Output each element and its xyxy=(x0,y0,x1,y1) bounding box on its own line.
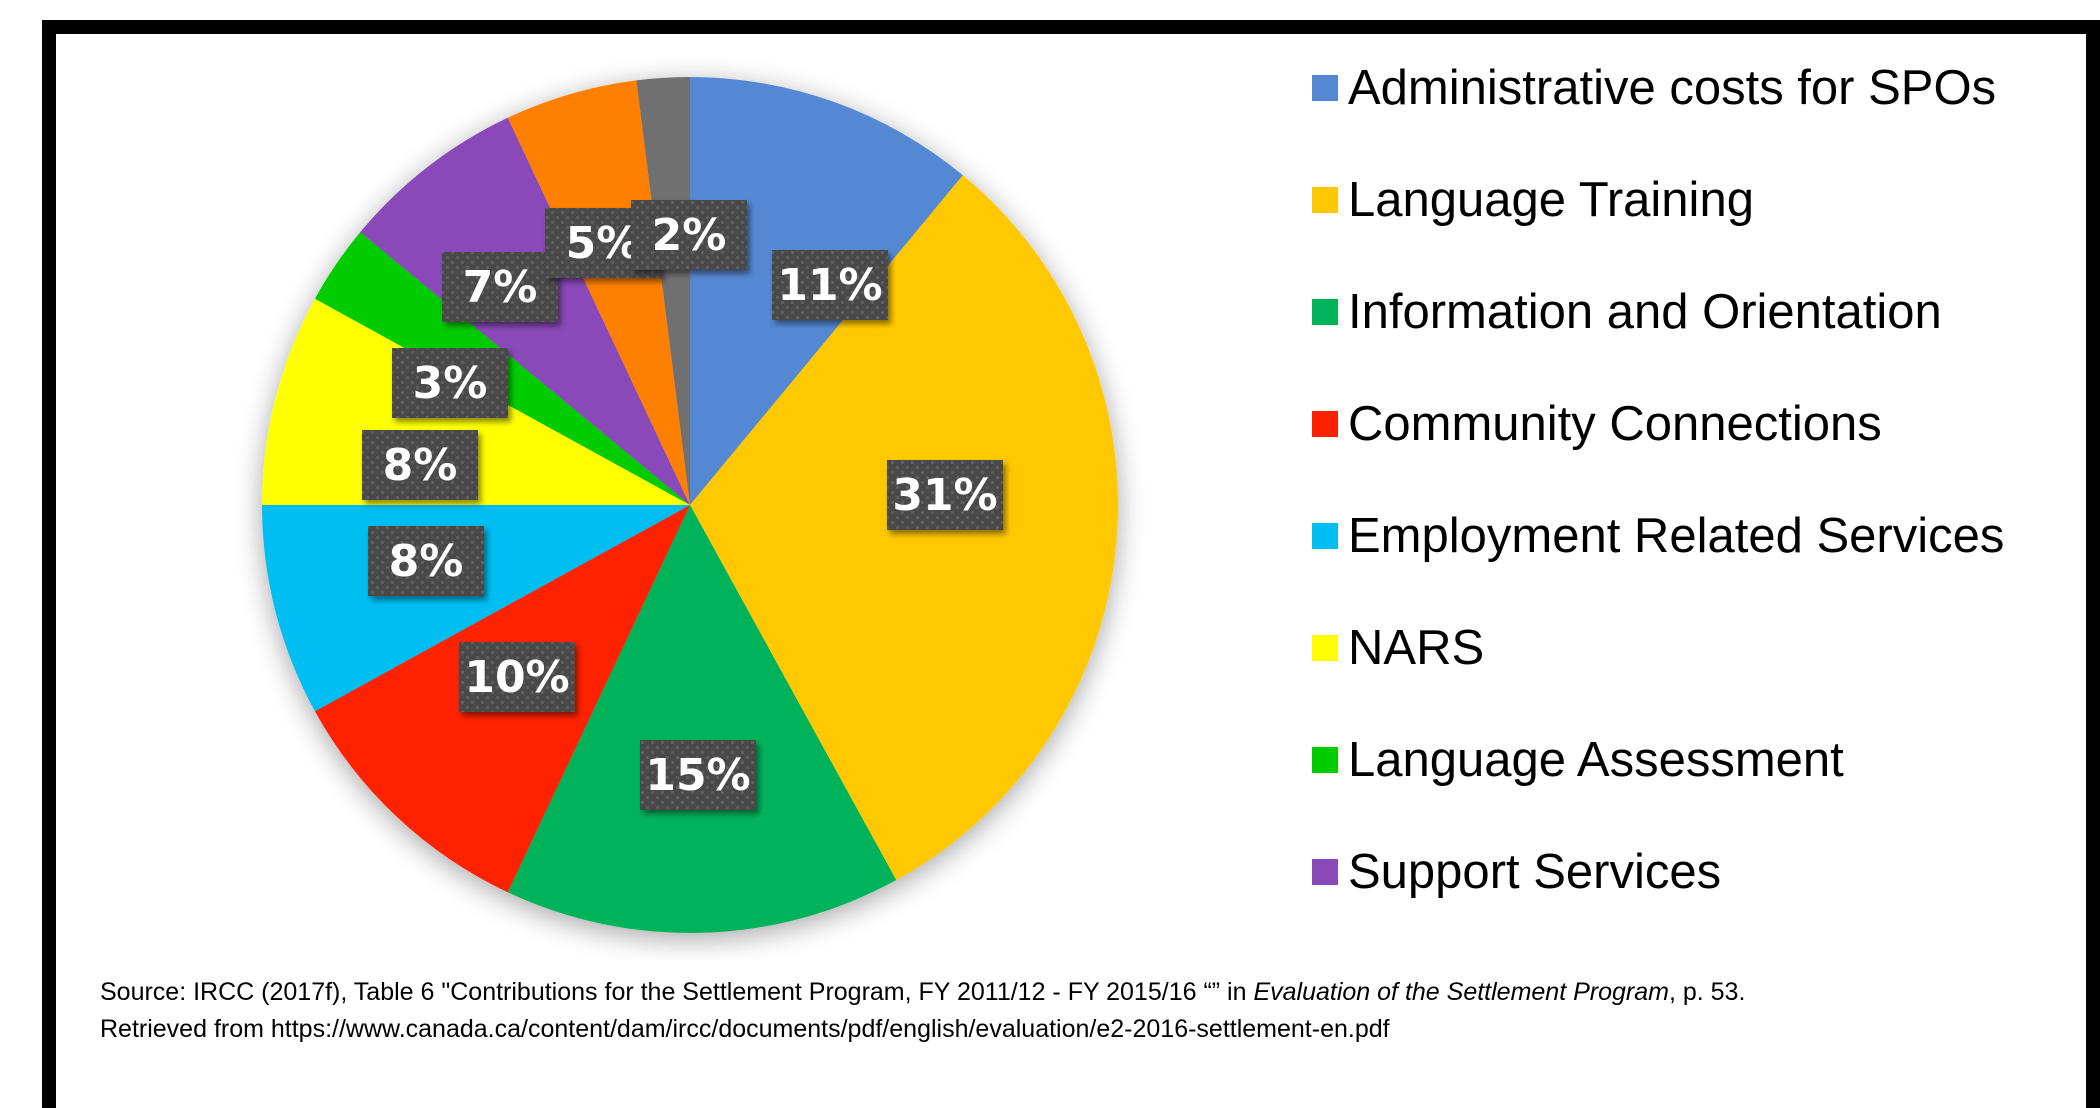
legend-swatch xyxy=(1312,859,1338,885)
data-label: 11% xyxy=(772,250,888,320)
legend-item-community-connections: Community Connections xyxy=(1312,394,1882,454)
data-label: 31% xyxy=(887,460,1003,530)
source-line-2: Retrieved from https://www.canada.ca/con… xyxy=(100,1015,1390,1043)
data-label-box xyxy=(392,348,508,418)
source-suffix: , p. 53. xyxy=(1668,978,1746,1006)
data-label: 7% xyxy=(442,252,558,322)
data-label-text: 5% xyxy=(566,218,641,269)
legend-swatch xyxy=(1312,635,1338,661)
pie-slice xyxy=(507,505,897,933)
source-prefix: Source: IRCC (2017f), Table 6 "Contribut… xyxy=(100,978,1254,1006)
data-label-text: 11% xyxy=(777,260,882,311)
data-label-box xyxy=(459,642,575,712)
data-label-text: 10% xyxy=(464,652,569,703)
legend-label: Administrative costs for SPOs xyxy=(1348,61,1997,115)
data-label-text: 15% xyxy=(645,750,750,801)
pie-slice xyxy=(507,80,690,505)
data-label-text: 2% xyxy=(652,210,727,261)
data-label-box xyxy=(368,526,484,596)
data-label-text: 8% xyxy=(383,440,458,491)
legend-label: Support Services xyxy=(1348,845,1722,899)
data-label: 2% xyxy=(631,200,747,270)
data-label-box xyxy=(362,430,478,500)
data-label: 15% xyxy=(640,740,756,810)
data-label-box xyxy=(640,740,756,810)
pie-slice xyxy=(636,77,690,505)
source-title: Evaluation of the Settlement Program xyxy=(1253,978,1669,1006)
source-line-1: Source: IRCC (2017f), Table 6 "Contribut… xyxy=(100,974,2060,1011)
legend-label: Language Training xyxy=(1348,173,1754,227)
data-label-box xyxy=(442,252,558,322)
legend-label: Community Connections xyxy=(1348,397,1882,451)
legend-label: Employment Related Services xyxy=(1348,509,2005,563)
legend-label: Information and Orientation xyxy=(1348,285,1942,339)
legend-swatch xyxy=(1312,75,1338,101)
pie-chart: 11% 31% 15% 10% 8% 8% 3% 7% 5% 2% xyxy=(262,77,1118,933)
legend-item-nars: NARS xyxy=(1312,618,1484,678)
legend-item-administrative-costs: Administrative costs for SPOs xyxy=(1312,58,1996,118)
legend-swatch xyxy=(1312,411,1338,437)
legend-swatch xyxy=(1312,187,1338,213)
data-label: 8% xyxy=(368,526,484,596)
legend-label: Language Assessment xyxy=(1348,733,1844,787)
data-label: 10% xyxy=(459,642,575,712)
legend-swatch xyxy=(1312,299,1338,325)
legend-item-language-assessment: Language Assessment xyxy=(1312,730,1844,790)
data-label-text: 3% xyxy=(413,358,488,409)
data-label-text: 7% xyxy=(463,262,538,313)
source-citation: Source: IRCC (2017f), Table 6 "Contribut… xyxy=(100,974,2060,1048)
legend-item-language-training: Language Training xyxy=(1312,170,1754,230)
data-label: 3% xyxy=(392,348,508,418)
data-label-text: 31% xyxy=(892,470,997,521)
legend-item-support-services: Support Services xyxy=(1312,842,1721,902)
data-label-text: 8% xyxy=(389,536,464,587)
legend-item-employment-services: Employment Related Services xyxy=(1312,506,2004,566)
legend-swatch xyxy=(1312,747,1338,773)
data-label-box xyxy=(772,250,888,320)
data-label: 8% xyxy=(362,430,478,500)
legend-swatch xyxy=(1312,523,1338,549)
legend-label: NARS xyxy=(1348,621,1485,675)
legend-item-information-orientation: Information and Orientation xyxy=(1312,282,1942,342)
data-label-box xyxy=(631,200,747,270)
data-label-box xyxy=(887,460,1003,530)
